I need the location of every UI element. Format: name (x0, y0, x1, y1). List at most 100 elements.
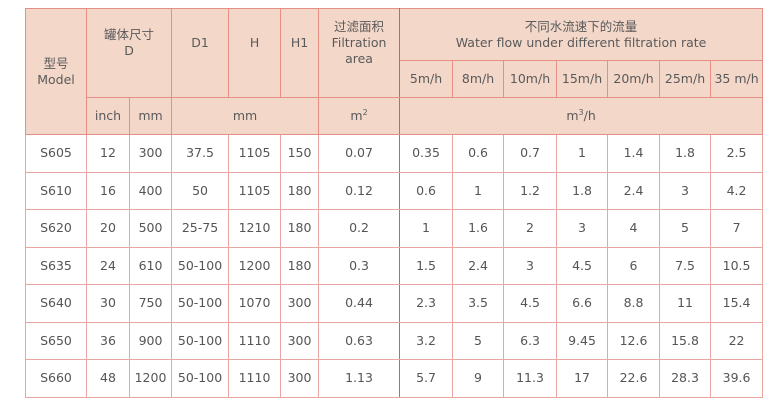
value-cell: 1210 (228, 209, 282, 248)
model-cell: S650 (25, 321, 87, 360)
area-zh: 过滤面积 (334, 19, 385, 34)
header-h: H (228, 8, 282, 98)
value-cell: 1070 (228, 284, 282, 323)
header-rate: 10m/h (503, 60, 558, 98)
value-cell: 0.6 (452, 134, 505, 173)
value-cell: 1200 (228, 246, 282, 285)
value-cell: 180 (280, 246, 320, 285)
value-cell: 1110 (228, 359, 282, 398)
value-cell: 1.8 (556, 171, 609, 210)
value-cell: 3 (659, 171, 712, 210)
value-cell: 300 (280, 359, 320, 398)
value-cell: 36 (86, 321, 130, 360)
value-cell: 0.07 (318, 134, 401, 173)
value-cell: 300 (280, 284, 320, 323)
value-cell: 3.2 (399, 321, 454, 360)
header-h1: H1 (280, 8, 320, 98)
value-cell: 50 (171, 171, 230, 210)
value-cell: 6.3 (503, 321, 558, 360)
value-cell: 5.7 (399, 359, 454, 398)
unit-inch: inch (86, 97, 130, 135)
value-cell: 8.8 (607, 284, 661, 323)
value-cell: 15.8 (659, 321, 712, 360)
value-cell: 0.12 (318, 171, 401, 210)
value-cell: 30 (86, 284, 130, 323)
value-cell: 0.63 (318, 321, 401, 360)
value-cell: 2.4 (607, 171, 661, 210)
header-filtration-area: 过滤面积 Filtration area (318, 8, 401, 98)
value-cell: 39.6 (710, 359, 764, 398)
model-cell: S605 (25, 134, 87, 173)
model-cell: S620 (25, 209, 87, 248)
model-cell: S660 (25, 359, 87, 398)
table-row: S610 16 400 50 1105 180 0.12 0.6 1 1.2 1.8 2.4 3 4.2 (25, 171, 764, 210)
value-cell: 150 (280, 134, 320, 173)
value-cell: 750 (128, 284, 173, 323)
value-cell: 1105 (228, 134, 282, 173)
value-cell: 5 (452, 321, 505, 360)
tank-en: D (124, 43, 134, 58)
value-cell: 1.2 (503, 171, 558, 210)
unit-area: m2 (318, 97, 401, 135)
value-cell: 1.8 (659, 134, 712, 173)
table-row: S650 36 900 50-100 1110 300 0.63 3.2 5 6.3 9.45 12.… (25, 321, 764, 360)
table-row: S635 24 610 50-100 1200 180 0.3 1.5 2.4 3 4.5 6 7.5 1… (25, 246, 764, 285)
value-cell: 50-100 (171, 359, 230, 398)
header-model: 型号 Model (25, 8, 87, 135)
value-cell: 50-100 (171, 284, 230, 323)
value-cell: 5 (659, 209, 712, 248)
value-cell: 2.5 (710, 134, 764, 173)
table-row: S640 30 750 50-100 1070 300 0.44 2.3 3.5 4.5 6.6 8.… (25, 284, 764, 323)
flow-zh: 不同水流速下的流量 (524, 18, 638, 34)
value-cell: 0.7 (503, 134, 558, 173)
value-cell: 1105 (228, 171, 282, 210)
value-cell: 6.6 (556, 284, 609, 323)
value-cell: 50-100 (171, 246, 230, 285)
value-cell: 12 (86, 134, 130, 173)
model-en: Model (37, 71, 75, 87)
model-cell: S635 (25, 246, 87, 285)
value-cell: 22.6 (607, 359, 661, 398)
value-cell: 1200 (128, 359, 173, 398)
value-cell: 17 (556, 359, 609, 398)
value-cell: 6 (607, 246, 661, 285)
table-row: S660 48 1200 50-100 1110 300 1.13 5.7 9 11.3 17 22.… (25, 359, 764, 398)
value-cell: 300 (128, 134, 173, 173)
value-cell: 1.4 (607, 134, 661, 173)
value-cell: 10.5 (710, 246, 764, 285)
value-cell: 900 (128, 321, 173, 360)
value-cell: 37.5 (171, 134, 230, 173)
header-rate: 8m/h (452, 60, 505, 98)
value-cell: 2 (503, 209, 558, 248)
value-cell: 1.6 (452, 209, 505, 248)
model-cell: S640 (25, 284, 87, 323)
value-cell: 11 (659, 284, 712, 323)
value-cell: 1 (399, 209, 454, 248)
value-cell: 2.3 (399, 284, 454, 323)
tank-zh: 罐体尺寸 (104, 27, 155, 42)
area-en1: Filtration (331, 35, 387, 50)
unit-mm: mm (128, 97, 173, 135)
area-en2: area (345, 51, 373, 66)
value-cell: 180 (280, 171, 320, 210)
header-water-flow: 不同水流速下的流量 Water flow under different filt… (399, 8, 764, 61)
model-zh: 型号 (43, 55, 69, 71)
value-cell: 0.44 (318, 284, 401, 323)
value-cell: 1 (452, 171, 505, 210)
value-cell: 4.5 (556, 246, 609, 285)
value-cell: 1.13 (318, 359, 401, 398)
header-tank-size: 罐体尺寸 D (85, 8, 173, 98)
value-cell: 180 (280, 209, 320, 248)
value-cell: 12.6 (607, 321, 661, 360)
value-cell: 20 (86, 209, 130, 248)
table-row: S605 12 300 37.5 1105 150 0.07 0.35 0.6 0.7 1 1.4 1.… (25, 134, 764, 173)
value-cell: 4.2 (710, 171, 764, 210)
value-cell: 50-100 (171, 321, 230, 360)
header-rate: 5m/h (399, 60, 454, 98)
value-cell: 11.3 (503, 359, 558, 398)
model-cell: S610 (25, 171, 87, 210)
value-cell: 9 (452, 359, 505, 398)
unit-dim-mm: mm (171, 97, 320, 135)
flow-en: Water flow under different filtration ra… (455, 34, 707, 50)
value-cell: 2.4 (452, 246, 505, 285)
